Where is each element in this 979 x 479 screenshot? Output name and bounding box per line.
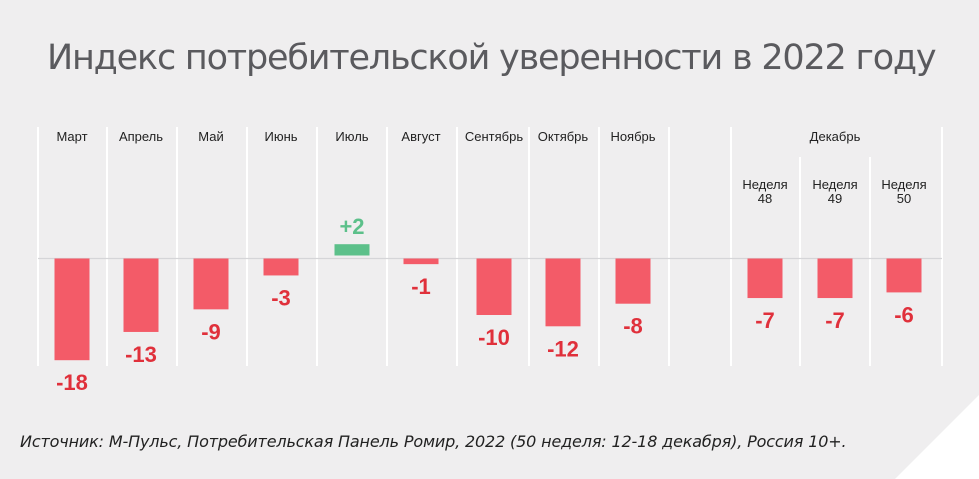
value-label: -6: [894, 302, 914, 327]
value-label: -8: [623, 314, 643, 339]
value-label: -18: [56, 370, 88, 395]
category-label: Июнь: [264, 129, 297, 144]
category-label: Неделя 50: [881, 177, 926, 206]
bar: [403, 258, 439, 265]
bar: [263, 258, 299, 276]
source-note: Источник: М-Пульс, Потребительская Панел…: [20, 432, 847, 451]
value-label: -10: [478, 325, 510, 350]
category-label: Июль: [335, 129, 368, 144]
value-label: -7: [755, 308, 775, 333]
bar: [334, 244, 370, 256]
value-label: -12: [547, 336, 579, 361]
category-label: Май: [198, 129, 223, 144]
category-label: Март: [56, 129, 87, 144]
value-label: -3: [271, 285, 291, 310]
category-label: Неделя 48: [742, 177, 787, 206]
value-label: -9: [201, 319, 221, 344]
value-label: -1: [411, 274, 431, 299]
chart-title: Индекс потребительской уверенности в 202…: [47, 38, 937, 78]
category-label: Апрель: [119, 129, 163, 144]
bar: [545, 258, 581, 327]
bar: [615, 258, 651, 304]
category-label: Сентябрь: [465, 129, 523, 144]
bar: [123, 258, 159, 332]
category-label: Неделя 49: [812, 177, 857, 206]
category-label: Август: [401, 129, 440, 144]
bars: [54, 244, 922, 361]
bar: [817, 258, 853, 299]
bar: [193, 258, 229, 310]
bar: [886, 258, 922, 293]
value-label: +2: [339, 214, 364, 239]
value-labels: -18 -13 -9 -3 +2 -1 -10 -12 -8 -7 -7 -6: [56, 214, 914, 395]
bar: [54, 258, 90, 361]
bar: [747, 258, 783, 299]
category-label: Ноябрь: [610, 129, 655, 144]
category-label: Октябрь: [538, 129, 589, 144]
value-label: -7: [825, 308, 845, 333]
group-label-december: Декабрь: [810, 129, 861, 144]
category-labels: Март Апрель Май Июнь Июль Август Сентябрь Октяб…: [56, 129, 926, 206]
column-separators: [37, 127, 943, 366]
value-label: -13: [125, 342, 157, 367]
bar: [476, 258, 512, 315]
